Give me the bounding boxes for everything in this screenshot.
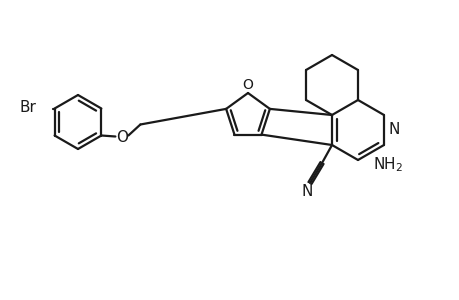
Text: N: N	[301, 184, 312, 199]
Text: Br: Br	[20, 100, 37, 115]
Text: N: N	[387, 122, 399, 137]
Text: O: O	[242, 78, 253, 92]
Text: O: O	[116, 130, 128, 145]
Text: NH$_2$: NH$_2$	[372, 156, 402, 174]
